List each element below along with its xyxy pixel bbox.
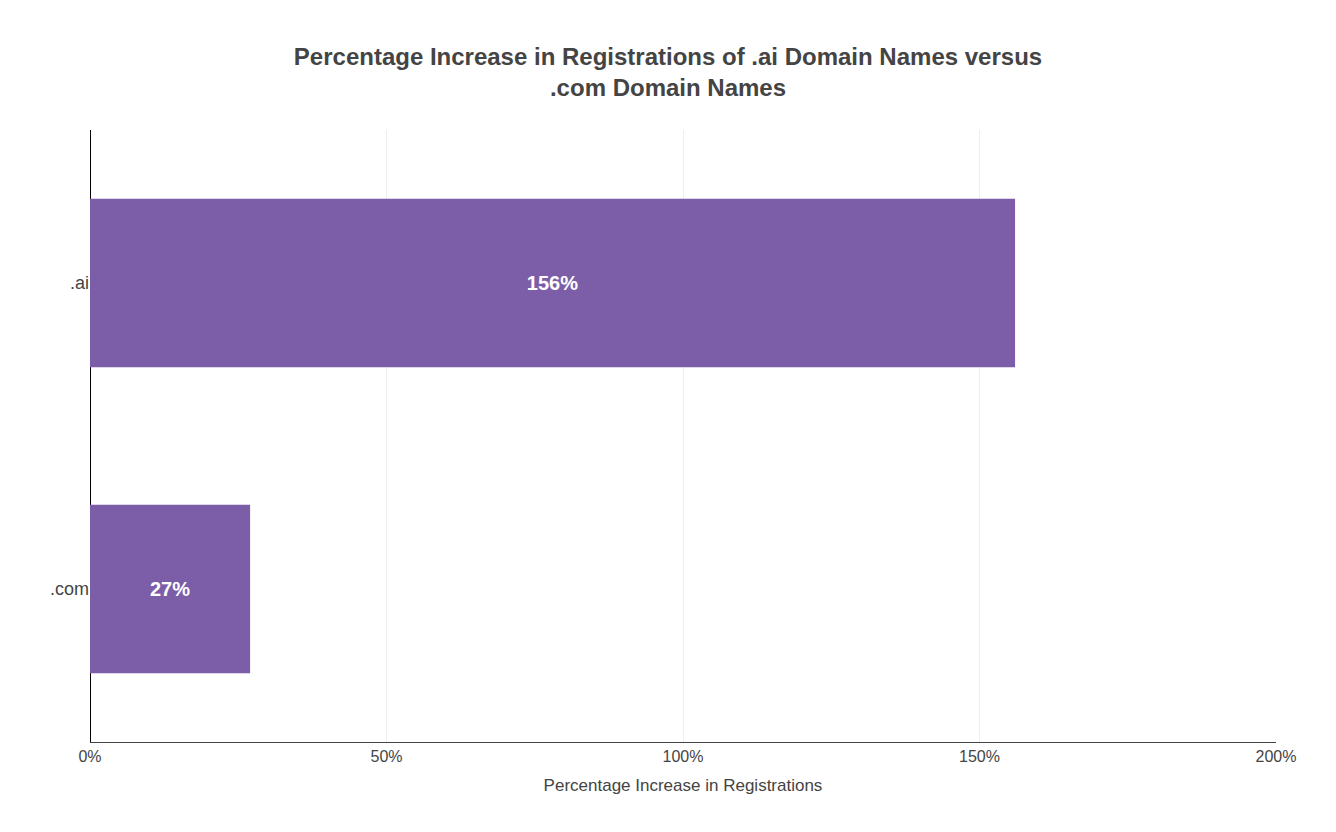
svg-text:0%: 0% [78, 748, 101, 765]
svg-text:.com: .com [50, 579, 89, 599]
svg-text:150%: 150% [959, 748, 1000, 765]
svg-text:200%: 200% [1256, 748, 1297, 765]
svg-text:.ai: .ai [70, 273, 89, 293]
svg-text:50%: 50% [370, 748, 402, 765]
svg-text:Percentage Increase in Registr: Percentage Increase in Registrations [544, 776, 823, 795]
svg-text:27%: 27% [150, 578, 190, 600]
svg-text:Percentage Increase in Registr: Percentage Increase in Registrations of … [294, 43, 1042, 101]
svg-text:156%: 156% [527, 272, 578, 294]
svg-text:100%: 100% [663, 748, 704, 765]
